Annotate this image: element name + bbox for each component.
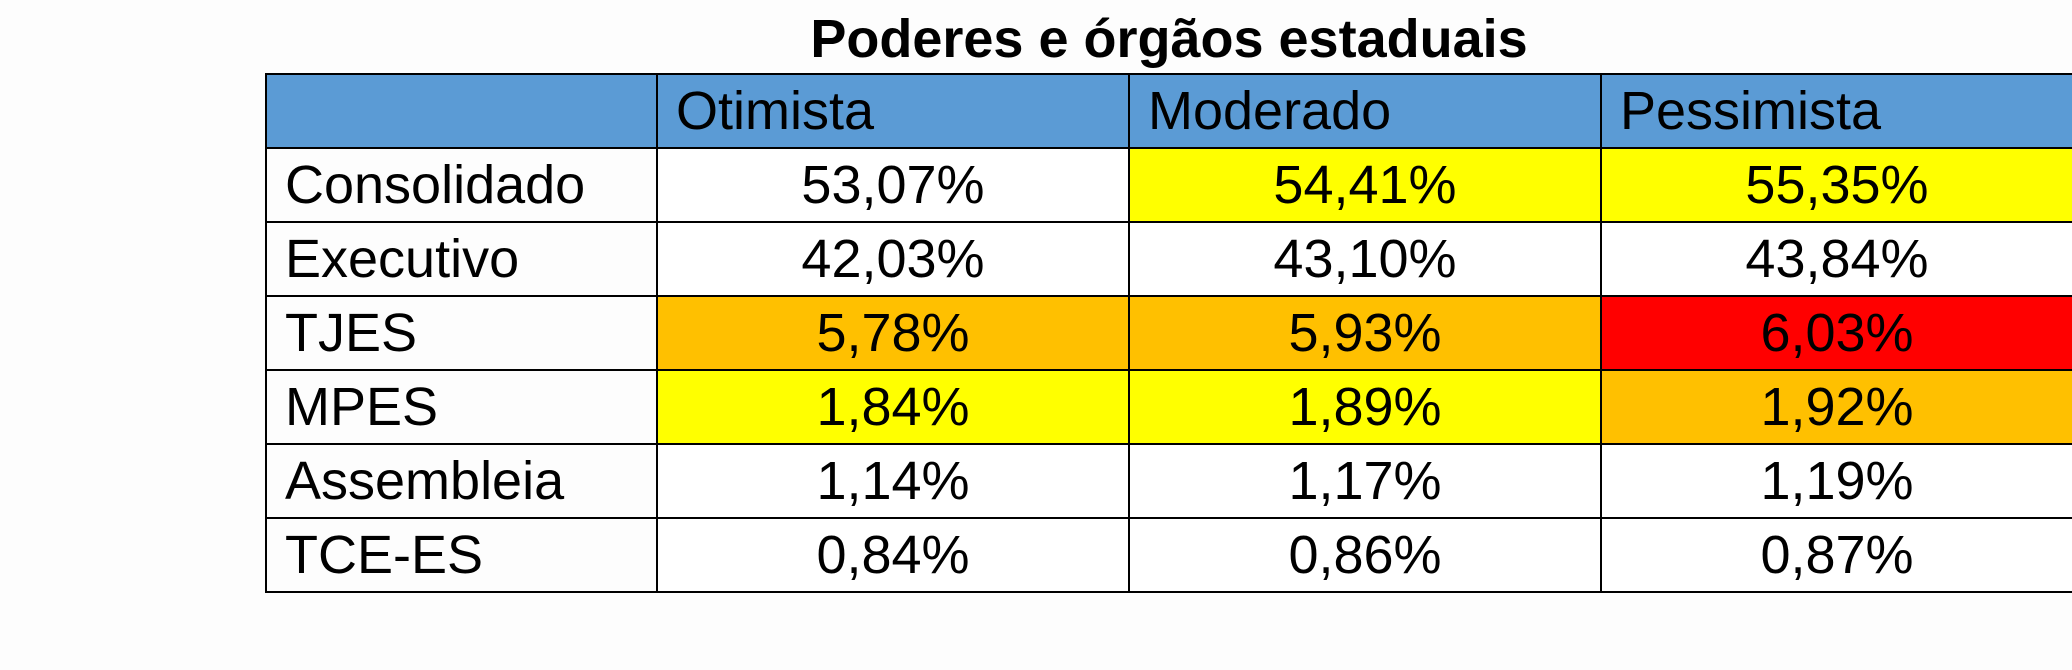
value-cell: 43,10% [1128,221,1602,297]
value-cell: 6,03% [1600,295,2072,371]
data-table: Otimista Moderado Pessimista Consolidado 53,… [265,73,2072,593]
value-cell: 53,07% [656,147,1130,223]
row-label: TJES [265,295,658,371]
table-row: Assembleia 1,14% 1,17% 1,19% [265,443,2072,519]
value-cell: 55,35% [1600,147,2072,223]
table-row: Consolidado 53,07% 54,41% 55,35% [265,147,2072,223]
table-title: Poderes e órgãos estaduais [810,9,1528,69]
column-header: Moderado [1128,73,1602,149]
value-cell: 43,84% [1600,221,2072,297]
value-cell: 1,92% [1600,369,2072,445]
value-cell: 1,89% [1128,369,1602,445]
value-cell: 0,86% [1128,517,1602,593]
value-cell: 1,84% [656,369,1130,445]
table-row: MPES 1,84% 1,89% 1,92% [265,369,2072,445]
value-cell: 54,41% [1128,147,1602,223]
value-cell: 1,14% [656,443,1130,519]
row-label: TCE-ES [265,517,658,593]
value-cell: 1,17% [1128,443,1602,519]
value-cell: 5,78% [656,295,1130,371]
table-row: TCE-ES 0,84% 0,86% 0,87% [265,517,2072,593]
value-cell: 5,93% [1128,295,1602,371]
row-label: Consolidado [265,147,658,223]
row-label: MPES [265,369,658,445]
table-row: Executivo 42,03% 43,10% 43,84% [265,221,2072,297]
value-cell: 0,87% [1600,517,2072,593]
table-row: TJES 5,78% 5,93% 6,03% [265,295,2072,371]
header-row: Otimista Moderado Pessimista [265,73,2072,149]
column-header: Otimista [656,73,1130,149]
header-cell-empty [265,73,658,149]
column-header: Pessimista [1600,73,2072,149]
value-cell: 42,03% [656,221,1130,297]
row-label: Assembleia [265,443,658,519]
row-label: Executivo [265,221,658,297]
value-cell: 0,84% [656,517,1130,593]
value-cell: 1,19% [1600,443,2072,519]
